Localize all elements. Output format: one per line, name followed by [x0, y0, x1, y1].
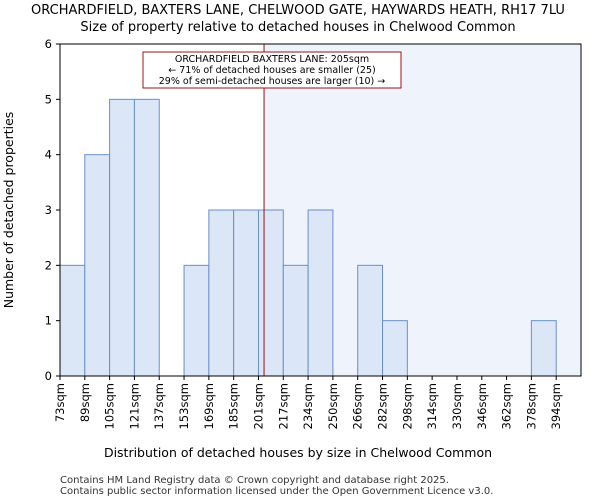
x-tick-label: 250sqm [326, 383, 340, 429]
bar-266sqm [357, 264, 384, 377]
x-tick-label: 394sqm [549, 383, 563, 429]
x-tick-label: 234sqm [301, 383, 315, 429]
y-tick-label: 4 [45, 148, 52, 162]
annotation-line-1: ORCHARDFIELD BAXTERS LANE: 205sqm [175, 54, 369, 65]
bar-169sqm [208, 209, 235, 377]
bar-121sqm [133, 98, 160, 377]
y-axis-label: Number of detached properties [1, 112, 16, 309]
bar-282sqm [382, 320, 408, 377]
x-axis-label: Distribution of detached houses by size … [104, 445, 492, 460]
x-tick-label: 282sqm [376, 383, 390, 429]
y-tick-label: 1 [45, 314, 52, 328]
x-tick-label: 89sqm [78, 383, 92, 422]
x-tick-label: 217sqm [276, 383, 290, 429]
bars-group [59, 98, 557, 377]
x-tick-label: 105sqm [103, 383, 117, 429]
x-tick-label: 378sqm [524, 383, 538, 429]
y-tick-label: 0 [45, 369, 52, 383]
x-tick-label: 346sqm [475, 383, 489, 429]
bar-217sqm [282, 264, 309, 377]
x-tick-label: 153sqm [177, 383, 191, 429]
x-tick-label: 169sqm [202, 383, 216, 429]
x-tick-label: 314sqm [425, 383, 439, 429]
x-tick-label: 185sqm [227, 383, 241, 429]
annotation-line-2: ← 71% of detached houses are smaller (25… [168, 65, 375, 76]
x-tick-label: 266sqm [351, 383, 365, 429]
x-tick-label: 201sqm [251, 383, 265, 429]
chart-subtitle: Size of property relative to detached ho… [80, 20, 515, 35]
bar-378sqm [530, 320, 557, 377]
bar-105sqm [109, 98, 135, 377]
x-tick-label: 362sqm [500, 383, 514, 429]
bar-89sqm [84, 154, 111, 377]
chart-title: ORCHARDFIELD, BAXTERS LANE, CHELWOOD GAT… [31, 3, 565, 18]
annotation-line-3: 29% of semi-detached houses are larger (… [159, 76, 386, 87]
y-ticks: 0 1 2 3 4 5 6 [45, 37, 60, 383]
bar-73sqm [59, 264, 86, 377]
footer-line-2: Contains public sector information licen… [60, 486, 493, 497]
x-ticks: 73sqm 89sqm 105sqm 121sqm 137sqm 153sqm 169sqm… [53, 376, 563, 429]
y-tick-label: 6 [45, 37, 52, 51]
y-tick-label: 2 [45, 258, 52, 272]
y-tick-label: 3 [45, 203, 52, 217]
x-tick-label: 298sqm [400, 383, 414, 429]
bar-153sqm [183, 264, 210, 377]
x-tick-label: 330sqm [450, 383, 464, 429]
x-tick-label: 137sqm [152, 383, 166, 429]
x-tick-label: 73sqm [53, 383, 67, 422]
annotation-box: ORCHARDFIELD BAXTERS LANE: 205sqm ← 71% … [142, 51, 402, 89]
footer-line-1: Contains HM Land Registry data © Crown c… [60, 475, 449, 486]
y-tick-label: 5 [45, 92, 52, 106]
bar-234sqm [307, 209, 334, 377]
bar-201sqm [257, 209, 284, 377]
x-tick-label: 121sqm [127, 383, 141, 429]
bar-185sqm [233, 209, 259, 377]
